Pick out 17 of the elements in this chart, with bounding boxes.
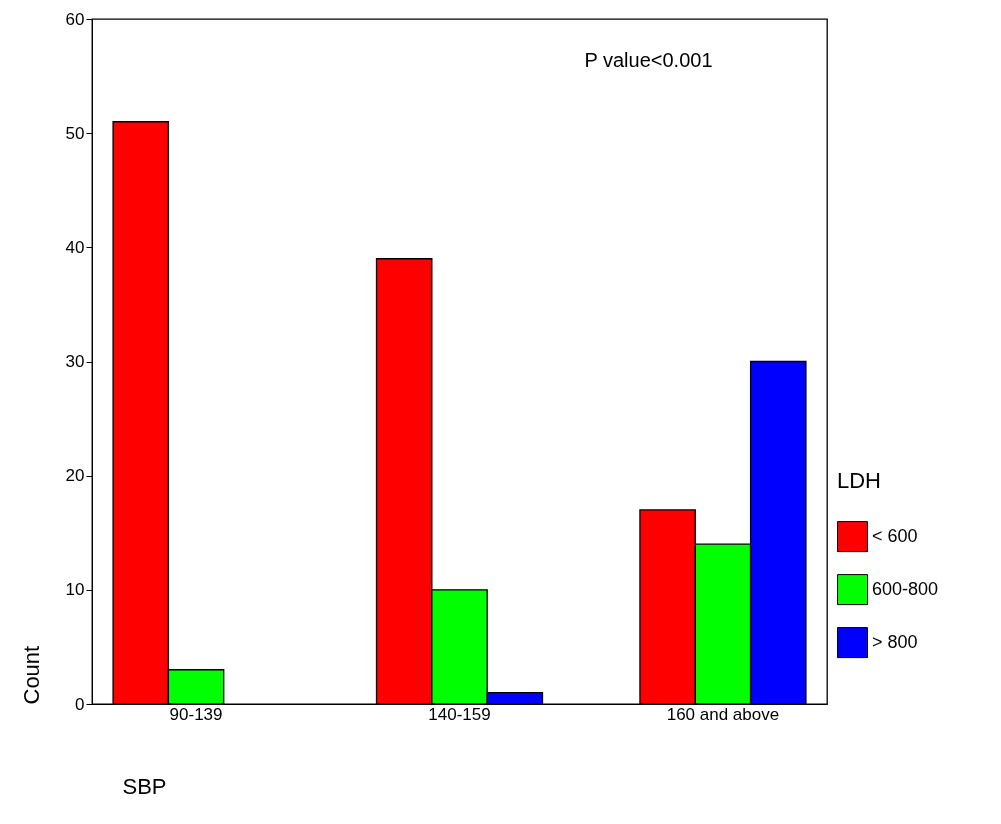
y-tick-label: 60 — [65, 9, 85, 29]
y-tick-label: 50 — [65, 123, 85, 143]
legend-label: 600-800 — [872, 578, 939, 599]
x-axis-title: SBP — [122, 773, 167, 799]
y-tick-label: 10 — [65, 580, 85, 600]
y-tick-label: 40 — [65, 237, 85, 257]
x-tick-label: 160 and above — [666, 704, 780, 724]
x-tick-label: 90-139 — [169, 704, 223, 724]
legend-title: LDH — [837, 468, 882, 494]
legend-label: > 800 — [872, 631, 918, 652]
legend-label: < 600 — [872, 525, 918, 546]
annotation: P value<0.001 — [584, 49, 713, 71]
y-axis-title: Count — [18, 645, 44, 705]
y-tick-label: 0 — [75, 694, 85, 714]
x-tick-label: 140-159 — [428, 704, 491, 724]
y-tick-label: 30 — [65, 352, 85, 371]
y-tick-label: 20 — [65, 466, 85, 486]
